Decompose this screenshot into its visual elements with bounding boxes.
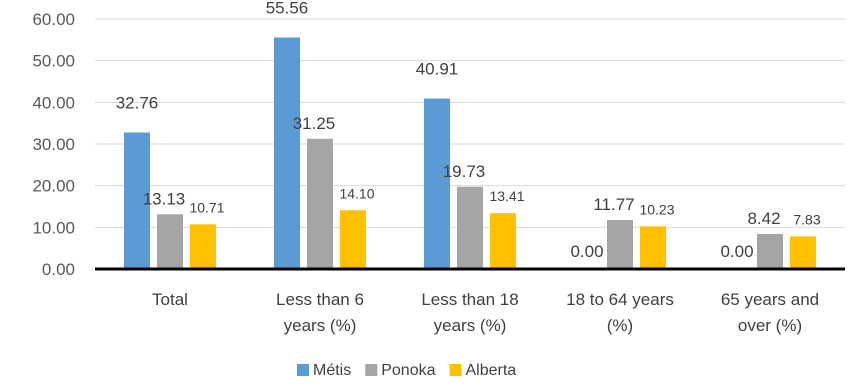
category-label: years (%) — [434, 316, 507, 335]
bar-alberta — [190, 224, 216, 269]
category-label: Less than 6 — [276, 290, 364, 309]
category-label: over (%) — [738, 316, 802, 335]
bar-alberta — [790, 236, 816, 269]
bar-ponoka — [457, 186, 483, 269]
data-label: 10.71 — [189, 199, 224, 215]
y-tick-label: 40.00 — [32, 93, 75, 112]
legend-label: Métis — [313, 362, 351, 379]
bar-m-tis — [424, 98, 450, 270]
bar-m-tis — [124, 132, 150, 269]
category-labels: Total Less than 6 years (%) Less than 18 yea… — [152, 290, 819, 335]
y-tick-label: 10.00 — [32, 218, 75, 237]
legend-swatch — [449, 364, 462, 376]
category-label: 18 to 64 years — [566, 290, 674, 309]
category-label: 65 years and — [721, 290, 819, 309]
bar-ponoka — [757, 233, 783, 269]
legend-swatch — [297, 364, 309, 376]
y-axis-ticks: 0.00 10.00 20.00 30.00 40.00 50.00 60.00 — [32, 10, 75, 279]
data-label: 19.73 — [443, 162, 486, 181]
legend: Métis Ponoka Alberta — [297, 362, 516, 379]
data-label: 11.77 — [593, 195, 634, 214]
bar-alberta — [340, 210, 366, 269]
data-label: 32.76 — [116, 94, 159, 113]
category-label: Total — [152, 290, 188, 309]
data-label: 13.41 — [489, 188, 524, 204]
y-tick-label: 30.00 — [32, 135, 75, 154]
data-label: 10.23 — [639, 201, 674, 217]
data-label: 0.00 — [570, 242, 603, 261]
gridlines — [95, 18, 845, 228]
legend-label: Alberta — [466, 362, 517, 379]
bars — [124, 37, 816, 270]
data-label: 55.56 — [266, 0, 309, 18]
bar-alberta — [640, 226, 666, 269]
legend-label: Ponoka — [381, 362, 435, 379]
bar-m-tis — [274, 37, 300, 269]
bar-ponoka — [607, 219, 633, 269]
legend-swatch — [365, 364, 378, 376]
category-label: Less than 18 — [421, 290, 518, 309]
data-label: 0.00 — [720, 242, 753, 261]
bar-alberta — [490, 213, 516, 269]
data-label: 8.42 — [747, 209, 780, 228]
data-label: 7.83 — [793, 211, 820, 227]
y-tick-label: 60.00 — [32, 10, 75, 29]
data-label: 13.13 — [143, 189, 186, 208]
data-label: 14.10 — [339, 185, 374, 201]
y-tick-label: 20.00 — [32, 177, 75, 196]
data-label: 40.91 — [416, 60, 459, 79]
y-tick-label: 0.00 — [42, 260, 75, 279]
bar-ponoka — [307, 138, 333, 269]
data-label: 31.25 — [293, 114, 336, 133]
bar-ponoka — [157, 214, 183, 269]
y-tick-label: 50.00 — [32, 52, 75, 71]
category-label: (%) — [607, 316, 633, 335]
category-label: years (%) — [284, 316, 357, 335]
data-labels: 32.76 13.13 10.71 55.56 31.25 14.10 40.91 19.73… — [116, 0, 821, 261]
